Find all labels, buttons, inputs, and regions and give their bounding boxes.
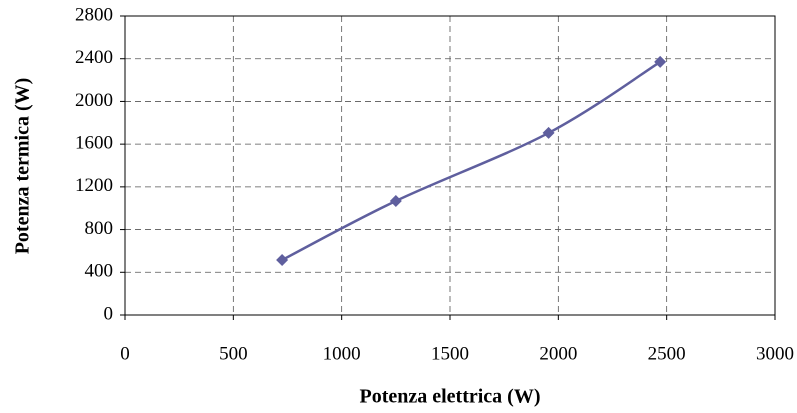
y-tick-label: 0 <box>104 303 114 324</box>
marker <box>542 126 555 139</box>
y-tick-label: 1600 <box>75 133 113 154</box>
marker <box>389 194 402 207</box>
x-tick-label: 0 <box>120 343 130 364</box>
y-tick-label: 1200 <box>75 175 113 196</box>
plot-frame <box>124 15 776 316</box>
y-tick-label: 400 <box>85 261 114 282</box>
y-tick-label: 2800 <box>75 4 113 25</box>
x-tick-label: 500 <box>219 343 248 364</box>
x-tick-label: 2500 <box>648 343 686 364</box>
y-axis-title: Potenza termica (W) <box>12 78 34 255</box>
y-tick-label: 2000 <box>75 90 113 111</box>
x-tick-label: 1500 <box>431 343 469 364</box>
x-tick-label: 3000 <box>756 343 794 364</box>
y-tick-label: 800 <box>85 218 114 239</box>
marker <box>654 55 667 68</box>
x-tick-label: 2000 <box>539 343 577 364</box>
x-axis-title: Potenza elettrica (W) <box>359 386 540 408</box>
x-tick-label: 1000 <box>323 343 361 364</box>
marker <box>276 254 289 267</box>
line <box>281 60 661 262</box>
y-tick-label: 2400 <box>75 47 113 68</box>
